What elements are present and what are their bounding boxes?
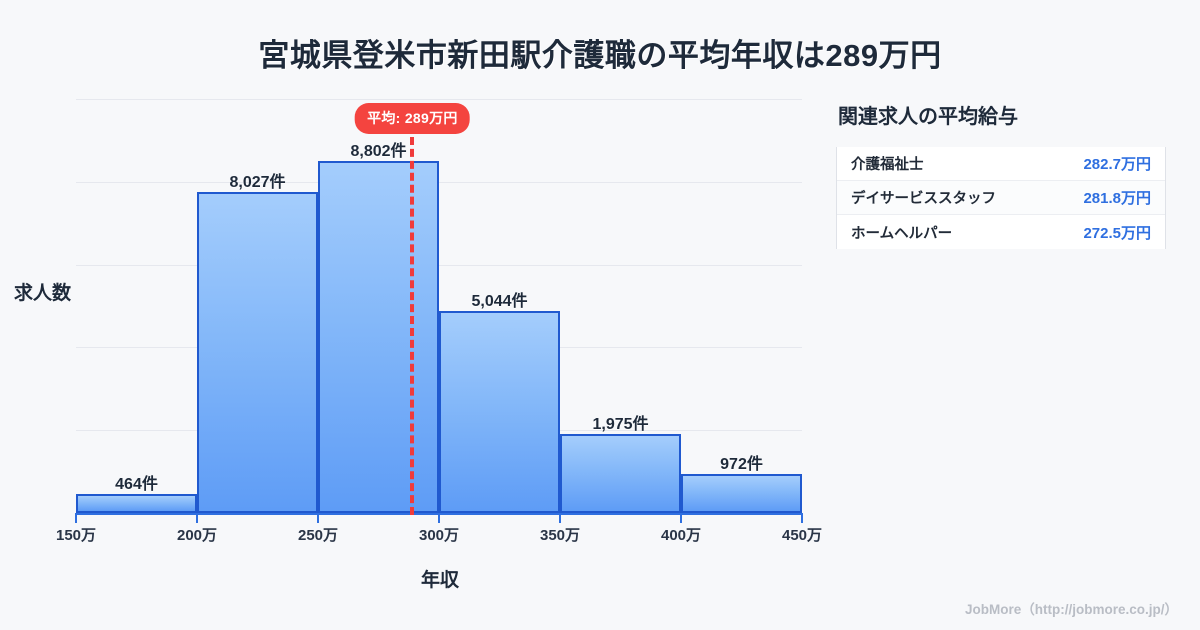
x-tick-label: 250万 bbox=[297, 527, 339, 544]
x-tick-label: 150万 bbox=[55, 527, 97, 544]
chart-plot-region: 150万 200万 250万 300万 350万 400万 450万 464件 8,027件 8… bbox=[14, 99, 823, 591]
histogram-bar bbox=[681, 474, 802, 513]
related-salary-panel: 関連求人の平均給与 介護福祉士 282.7万円デイサービススタッフ 281.8万円ホ… bbox=[836, 100, 1176, 249]
y-axis-title: 求人数 bbox=[14, 283, 72, 304]
bar-value-label: 8,802件 bbox=[350, 142, 407, 160]
x-tick-mark bbox=[680, 513, 682, 523]
x-tick-mark bbox=[559, 513, 561, 523]
histogram-bar bbox=[76, 494, 197, 513]
salary-amount: 282.7万円 bbox=[1083, 156, 1151, 173]
salary-job-name: 介護福祉士 bbox=[851, 157, 924, 173]
x-tick-label: 200万 bbox=[176, 527, 218, 544]
bar-value-label: 1,975件 bbox=[592, 416, 649, 433]
x-tick-label: 300万 bbox=[418, 527, 460, 544]
x-axis-title: 年収 bbox=[420, 570, 459, 591]
average-badge: 平均: 289万円 bbox=[355, 103, 470, 134]
salary-row: デイサービススタッフ 281.8万円 bbox=[837, 181, 1165, 215]
histogram-bar bbox=[439, 311, 560, 513]
salary-job-name: デイサービススタッフ bbox=[851, 191, 996, 207]
histogram-bar bbox=[560, 434, 681, 513]
related-salary-title: 関連求人の平均給与 bbox=[838, 106, 1018, 128]
footer-credit: JobMore（http://jobmore.co.jp/） bbox=[965, 602, 1178, 617]
salary-amount: 281.8万円 bbox=[1083, 190, 1151, 207]
average-line bbox=[410, 137, 415, 515]
gridline bbox=[76, 265, 802, 266]
gridline bbox=[76, 182, 802, 183]
x-tick-mark bbox=[196, 513, 198, 523]
bar-value-label: 8,027件 bbox=[229, 173, 286, 191]
x-tick-mark bbox=[801, 513, 803, 523]
histogram-bar bbox=[318, 160, 439, 513]
histogram-bar bbox=[197, 191, 318, 513]
gridline bbox=[76, 99, 802, 100]
salary-amount: 272.5万円 bbox=[1083, 224, 1151, 242]
page-title: 宮城県登米市新田駅介護職の平均年収は289万円 bbox=[258, 38, 942, 73]
salary-row: ホームヘルパー 272.5万円 bbox=[837, 215, 1165, 249]
bar-value-label: 972件 bbox=[720, 456, 763, 474]
x-tick-mark bbox=[317, 513, 319, 523]
x-tick-label: 450万 bbox=[781, 527, 823, 544]
bar-value-label: 5,044件 bbox=[471, 293, 528, 311]
salary-row: 介護福祉士 282.7万円 bbox=[837, 147, 1165, 181]
related-salary-table: 介護福祉士 282.7万円デイサービススタッフ 281.8万円ホームヘルパー 272.… bbox=[836, 147, 1166, 249]
salary-job-name: ホームヘルパー bbox=[851, 225, 953, 242]
x-tick-label: 350万 bbox=[539, 527, 581, 544]
x-tick-mark bbox=[75, 513, 77, 523]
bar-value-label: 464件 bbox=[115, 476, 158, 494]
x-tick-mark bbox=[438, 513, 440, 523]
x-tick-label: 400万 bbox=[660, 527, 702, 544]
